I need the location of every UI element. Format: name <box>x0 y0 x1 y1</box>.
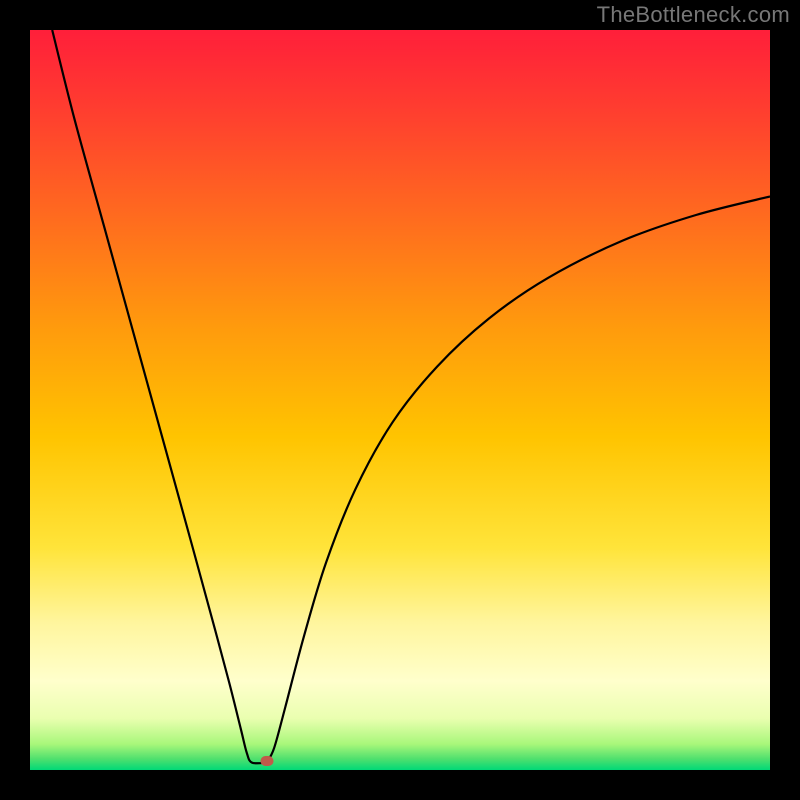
plot-area <box>30 30 770 770</box>
chart-frame: TheBottleneck.com <box>0 0 800 800</box>
optimum-marker <box>260 756 273 766</box>
curve-left-branch <box>52 30 267 763</box>
watermark-text: TheBottleneck.com <box>597 2 790 28</box>
curve-right-branch <box>267 197 770 763</box>
bottleneck-curve <box>30 30 770 770</box>
